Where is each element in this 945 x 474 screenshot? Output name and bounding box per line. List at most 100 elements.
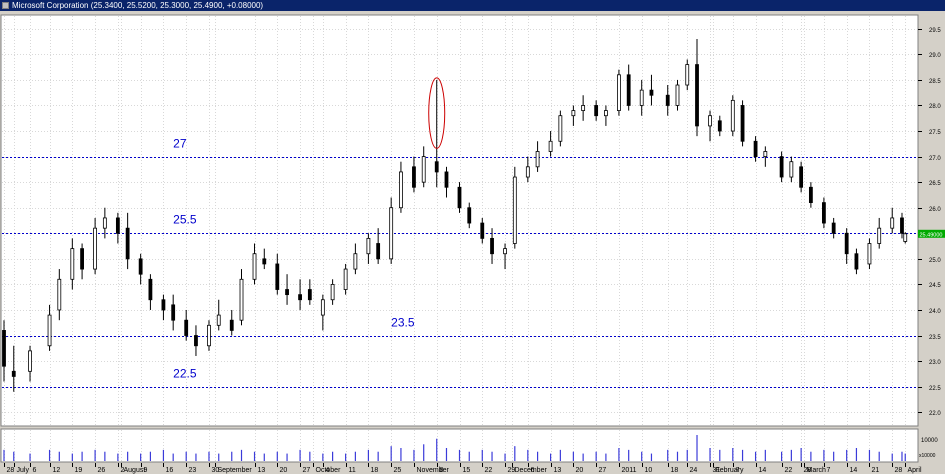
y-tick-label: 28.5 (929, 79, 941, 85)
candle-body (444, 171, 449, 188)
candle-body (298, 294, 302, 301)
candle-body (252, 253, 257, 280)
y-tick-label: 23.5 (929, 335, 941, 341)
x-tick-label: 16 (166, 467, 174, 474)
y-tick-label: 29.0 (929, 53, 941, 59)
candle-body (490, 237, 494, 255)
candle-body (649, 89, 654, 96)
candles (2, 39, 908, 392)
candle-body (877, 227, 882, 244)
candle-body (558, 115, 563, 142)
ohlc-label: (25.3400, 25.5200, 25.3000, 25.4900, +0.… (90, 1, 264, 10)
x-tick-label: December (515, 467, 548, 474)
candle-body (262, 258, 267, 265)
candle-body (626, 74, 631, 106)
candle-body (184, 319, 189, 336)
y-tick-label: 26.5 (929, 181, 941, 187)
x-tick-label: 26 (98, 467, 106, 474)
y-tick-label: 29.5 (929, 28, 941, 34)
volume-bars (3, 435, 906, 461)
candle-body (717, 120, 722, 132)
reference-lines: 27 25.5 23.5 22.5 (2, 137, 917, 388)
candle-body (57, 278, 62, 311)
candle-body (753, 140, 758, 157)
x-tick-label: 13 (258, 467, 266, 474)
volume-axis-label: 10000 (921, 438, 938, 444)
candle-body (399, 171, 403, 209)
y-tick-label: 22.5 (929, 386, 941, 392)
reference-line-label: 27 (173, 137, 187, 151)
candle-body (115, 217, 120, 234)
reference-line-label: 25.5 (173, 213, 197, 227)
candle-body (366, 237, 371, 255)
candle-body (503, 248, 507, 255)
candle-body (581, 105, 586, 111)
candle-body (665, 94, 670, 106)
x-tick-label: 10 (645, 467, 653, 474)
candle-body (535, 151, 540, 168)
candle-body (307, 289, 312, 301)
x-tick-label: February (716, 467, 745, 474)
candle-body (148, 278, 153, 301)
x-tick-label: 12 (53, 467, 61, 474)
candle-body (353, 253, 358, 270)
x-tick-label: 23 (189, 467, 197, 474)
x-tick-label: 30 (212, 467, 220, 474)
candle-body (161, 299, 166, 311)
candle-body (594, 105, 599, 117)
candle-body (412, 166, 416, 188)
candle-body (2, 330, 6, 367)
candle-body (102, 217, 107, 229)
candle-body (525, 166, 530, 178)
x-tick-label: 6 (531, 467, 535, 474)
window-icon (2, 2, 9, 9)
x-tick-label: 2011 (622, 467, 637, 474)
x-tick-label: 29 (508, 467, 516, 474)
reference-line-label: 22.5 (173, 367, 197, 381)
x-tick-label: 28 (895, 467, 903, 474)
candle-body (763, 151, 768, 157)
y-tick-label: 24.5 (929, 283, 941, 289)
candle-body (343, 268, 348, 290)
x-tick-label: 15 (463, 467, 471, 474)
reference-line-label: 23.5 (391, 316, 415, 330)
candle-body (239, 278, 244, 321)
highlight-ellipse (428, 77, 446, 149)
y-tick-label: 23.0 (929, 360, 941, 366)
candle-body (617, 74, 621, 111)
candle-body (207, 324, 211, 347)
candle-body (695, 64, 699, 127)
candle-body (467, 207, 472, 224)
x-tick-label: March (807, 467, 827, 474)
candle-body (779, 156, 784, 178)
x-tick-label: 24 (690, 467, 698, 474)
candle-body (867, 243, 872, 265)
candle-body (421, 156, 426, 183)
candle-body (171, 304, 176, 321)
candle-body (639, 89, 644, 106)
last-price-badge: 25.49000 (918, 229, 945, 238)
window-titlebar: Microsoft Corporation (25.3400, 25.5200,… (0, 0, 945, 11)
candle-body (47, 314, 52, 347)
x-tick-label: 28 (804, 467, 812, 474)
candle-body (685, 64, 690, 86)
candle-body (389, 207, 394, 260)
candle-body (831, 222, 836, 234)
candle-body (80, 248, 84, 270)
x-tick-label: 22 (485, 467, 493, 474)
candle-body (194, 335, 198, 347)
candle-body (604, 110, 608, 117)
candle-body (740, 105, 745, 142)
candle-body (11, 370, 16, 377)
x-tick-label: 2 (121, 467, 125, 474)
x-tick-label: 20 (280, 467, 288, 474)
candle-body (275, 263, 280, 290)
last-price-badge-bg (918, 229, 945, 238)
candle-body (789, 161, 794, 178)
candle-body (548, 140, 553, 152)
last-price-badge-text: 25.49000 (920, 232, 943, 238)
candle-body (457, 186, 462, 209)
y-tick-label: 22.0 (929, 411, 941, 417)
y-tick-label: 25.0 (929, 258, 941, 264)
candle-body (730, 99, 735, 132)
